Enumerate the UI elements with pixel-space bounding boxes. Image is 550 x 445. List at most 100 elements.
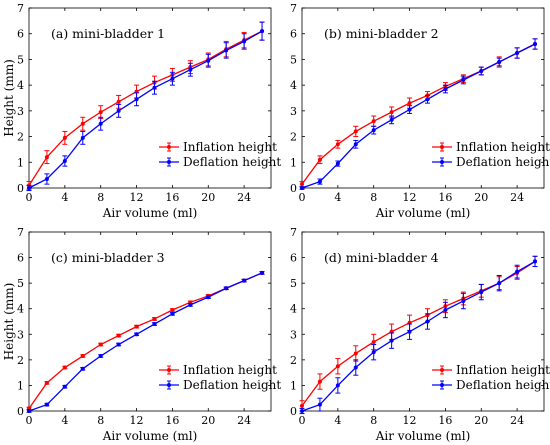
y-axis-label: Height (mm)	[2, 59, 16, 137]
legend-marker	[167, 145, 171, 149]
data-point	[317, 179, 322, 184]
plot-frame	[301, 231, 545, 412]
y-tick-label: 6	[290, 252, 297, 265]
data-point	[371, 339, 376, 344]
x-tick-label: 4	[334, 414, 341, 427]
legend-marker	[167, 368, 171, 372]
data-point	[515, 51, 520, 55]
data-point	[116, 333, 121, 338]
data-point	[461, 299, 466, 304]
data-point	[300, 403, 304, 408]
data-point	[98, 342, 103, 347]
y-tick-label: 2	[17, 354, 24, 367]
data-point	[335, 161, 340, 166]
x-tick-label: 16	[165, 414, 179, 427]
data-point	[62, 365, 67, 370]
data-point	[335, 142, 340, 147]
data-point	[300, 182, 304, 187]
series-deflation	[299, 255, 538, 415]
legend-marker	[167, 383, 171, 387]
data-point	[389, 117, 394, 122]
panel-title: (d) mini-bladder 4	[324, 250, 439, 265]
x-tick-label: 12	[130, 191, 144, 204]
x-axis-label: Air volume (ml)	[375, 206, 471, 220]
y-tick-label: 3	[17, 105, 24, 118]
panel-title: (c) mini-bladder 3	[51, 250, 165, 265]
y-tick-label: 6	[17, 252, 24, 265]
x-tick-label: 4	[334, 191, 341, 204]
data-point	[80, 135, 85, 140]
data-point	[170, 76, 175, 81]
data-point	[27, 186, 31, 190]
series-line	[28, 30, 263, 189]
x-tick-label: 12	[403, 414, 417, 427]
data-point	[335, 383, 340, 388]
y-tick-label: 6	[17, 28, 24, 41]
data-point	[371, 350, 376, 355]
legend-entry: Inflation height	[183, 140, 277, 154]
legend-marker	[440, 383, 444, 387]
data-point	[461, 78, 466, 82]
data-point	[242, 278, 247, 283]
series-deflation	[299, 38, 538, 190]
data-point	[98, 354, 103, 359]
x-axis-label: Air volume (ml)	[102, 429, 198, 443]
y-tick-label: 5	[17, 277, 24, 290]
data-point	[62, 159, 67, 163]
x-tick-label: 24	[510, 414, 524, 427]
data-point	[497, 281, 502, 286]
data-point	[62, 135, 67, 140]
legend-entry: Deflation height	[456, 378, 550, 392]
y-tick-label: 0	[17, 182, 24, 195]
x-axis-label: Air volume (ml)	[375, 429, 471, 443]
y-tick-label: 7	[290, 2, 297, 15]
data-point	[407, 101, 412, 106]
data-point	[260, 29, 265, 34]
panel-title: (a) mini-bladder 1	[51, 26, 165, 41]
data-point	[152, 85, 157, 90]
data-point	[353, 129, 358, 134]
x-tick-label: 12	[130, 414, 144, 427]
legend-marker	[167, 160, 171, 164]
data-point	[335, 364, 340, 369]
x-tick-label: 20	[201, 414, 215, 427]
x-tick-label: 16	[438, 191, 452, 204]
x-tick-label: 8	[370, 414, 377, 427]
y-tick-label: 4	[290, 303, 297, 316]
y-tick-label: 2	[17, 131, 24, 144]
data-point	[407, 107, 412, 112]
data-point	[80, 354, 85, 359]
data-point	[443, 87, 448, 91]
data-point	[479, 290, 484, 295]
data-point	[188, 67, 193, 72]
data-point	[497, 60, 502, 64]
data-point	[116, 108, 121, 113]
data-point	[242, 39, 247, 44]
legend-marker	[440, 368, 444, 372]
data-point	[443, 307, 448, 312]
y-axis-label: Height (mm)	[2, 283, 16, 361]
data-point	[353, 365, 358, 370]
data-point	[134, 324, 139, 329]
x-tick-label: 0	[299, 191, 306, 204]
x-tick-label: 8	[97, 414, 104, 427]
x-tick-label: 24	[510, 191, 524, 204]
data-point	[206, 295, 211, 300]
x-tick-label: 16	[165, 191, 179, 204]
data-point	[317, 157, 322, 162]
series-line	[301, 260, 536, 412]
series-line	[301, 43, 536, 189]
data-point	[170, 307, 175, 312]
data-point	[44, 177, 49, 181]
x-tick-label: 0	[299, 414, 306, 427]
y-tick-label: 7	[290, 226, 297, 239]
x-tick-label: 8	[370, 191, 377, 204]
legend-entry: Inflation height	[456, 363, 550, 377]
legend-entry: Deflation height	[183, 378, 281, 392]
data-point	[116, 99, 121, 104]
x-tick-label: 16	[438, 414, 452, 427]
